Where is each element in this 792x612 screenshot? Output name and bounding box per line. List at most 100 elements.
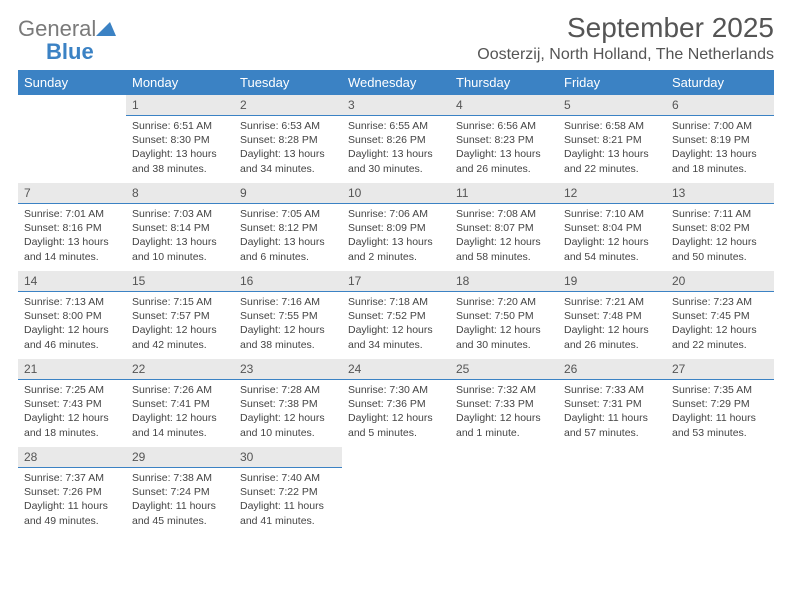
day-content: Sunrise: 7:13 AMSunset: 8:00 PMDaylight:… xyxy=(18,292,126,358)
day-content: Sunrise: 6:53 AMSunset: 8:28 PMDaylight:… xyxy=(234,116,342,182)
day-content: Sunrise: 7:06 AMSunset: 8:09 PMDaylight:… xyxy=(342,204,450,270)
day-number: 28 xyxy=(18,447,126,468)
calendar-cell: 19Sunrise: 7:21 AMSunset: 7:48 PMDayligh… xyxy=(558,271,666,359)
calendar-cell: 3Sunrise: 6:55 AMSunset: 8:26 PMDaylight… xyxy=(342,95,450,183)
day-content: Sunrise: 7:37 AMSunset: 7:26 PMDaylight:… xyxy=(18,468,126,534)
day-number: 24 xyxy=(342,359,450,380)
location-subtitle: Oosterzij, North Holland, The Netherland… xyxy=(477,46,774,64)
day-content: Sunrise: 7:16 AMSunset: 7:55 PMDaylight:… xyxy=(234,292,342,358)
day-content: Sunrise: 7:18 AMSunset: 7:52 PMDaylight:… xyxy=(342,292,450,358)
logo: General Blue xyxy=(18,12,116,64)
page-title: September 2025 xyxy=(477,12,774,44)
day-content: Sunrise: 7:30 AMSunset: 7:36 PMDaylight:… xyxy=(342,380,450,446)
calendar-cell: 24Sunrise: 7:30 AMSunset: 7:36 PMDayligh… xyxy=(342,359,450,447)
calendar-cell: 10Sunrise: 7:06 AMSunset: 8:09 PMDayligh… xyxy=(342,183,450,271)
day-content: Sunrise: 7:32 AMSunset: 7:33 PMDaylight:… xyxy=(450,380,558,446)
calendar-cell: 30Sunrise: 7:40 AMSunset: 7:22 PMDayligh… xyxy=(234,447,342,535)
day-number: 18 xyxy=(450,271,558,292)
day-content: Sunrise: 7:23 AMSunset: 7:45 PMDaylight:… xyxy=(666,292,774,358)
calendar-cell: 11Sunrise: 7:08 AMSunset: 8:07 PMDayligh… xyxy=(450,183,558,271)
day-content: Sunrise: 7:00 AMSunset: 8:19 PMDaylight:… xyxy=(666,116,774,182)
day-content: Sunrise: 7:08 AMSunset: 8:07 PMDaylight:… xyxy=(450,204,558,270)
day-number: 2 xyxy=(234,95,342,116)
day-number: 30 xyxy=(234,447,342,468)
calendar-cell: 17Sunrise: 7:18 AMSunset: 7:52 PMDayligh… xyxy=(342,271,450,359)
day-number: 1 xyxy=(126,95,234,116)
day-number: 21 xyxy=(18,359,126,380)
day-content: Sunrise: 7:03 AMSunset: 8:14 PMDaylight:… xyxy=(126,204,234,270)
day-content: Sunrise: 7:10 AMSunset: 8:04 PMDaylight:… xyxy=(558,204,666,270)
day-number: 5 xyxy=(558,95,666,116)
day-content: Sunrise: 7:40 AMSunset: 7:22 PMDaylight:… xyxy=(234,468,342,534)
calendar-cell xyxy=(558,447,666,535)
calendar-cell: 6Sunrise: 7:00 AMSunset: 8:19 PMDaylight… xyxy=(666,95,774,183)
calendar-cell: 21Sunrise: 7:25 AMSunset: 7:43 PMDayligh… xyxy=(18,359,126,447)
calendar-cell xyxy=(666,447,774,535)
day-content: Sunrise: 7:25 AMSunset: 7:43 PMDaylight:… xyxy=(18,380,126,446)
calendar-cell: 2Sunrise: 6:53 AMSunset: 8:28 PMDaylight… xyxy=(234,95,342,183)
day-content: Sunrise: 6:56 AMSunset: 8:23 PMDaylight:… xyxy=(450,116,558,182)
day-content: Sunrise: 6:55 AMSunset: 8:26 PMDaylight:… xyxy=(342,116,450,182)
calendar-cell: 14Sunrise: 7:13 AMSunset: 8:00 PMDayligh… xyxy=(18,271,126,359)
header: General Blue September 2025 Oosterzij, N… xyxy=(18,12,774,64)
day-number: 13 xyxy=(666,183,774,204)
calendar-header-row: SundayMondayTuesdayWednesdayThursdayFrid… xyxy=(18,70,774,95)
calendar-cell xyxy=(18,95,126,183)
day-content: Sunrise: 7:38 AMSunset: 7:24 PMDaylight:… xyxy=(126,468,234,534)
logo-text-general: General xyxy=(18,16,96,41)
weekday-header: Friday xyxy=(558,70,666,95)
day-content: Sunrise: 6:51 AMSunset: 8:30 PMDaylight:… xyxy=(126,116,234,182)
day-number: 7 xyxy=(18,183,126,204)
weekday-header: Thursday xyxy=(450,70,558,95)
day-number: 10 xyxy=(342,183,450,204)
day-number: 25 xyxy=(450,359,558,380)
weekday-header: Tuesday xyxy=(234,70,342,95)
day-number: 8 xyxy=(126,183,234,204)
day-content: Sunrise: 7:05 AMSunset: 8:12 PMDaylight:… xyxy=(234,204,342,270)
day-content: Sunrise: 7:26 AMSunset: 7:41 PMDaylight:… xyxy=(126,380,234,446)
calendar-cell: 29Sunrise: 7:38 AMSunset: 7:24 PMDayligh… xyxy=(126,447,234,535)
calendar-body: 1Sunrise: 6:51 AMSunset: 8:30 PMDaylight… xyxy=(18,95,774,535)
calendar-cell xyxy=(342,447,450,535)
day-number: 19 xyxy=(558,271,666,292)
day-content: Sunrise: 7:35 AMSunset: 7:29 PMDaylight:… xyxy=(666,380,774,446)
day-number: 17 xyxy=(342,271,450,292)
day-number: 9 xyxy=(234,183,342,204)
day-content: Sunrise: 7:33 AMSunset: 7:31 PMDaylight:… xyxy=(558,380,666,446)
calendar-table: SundayMondayTuesdayWednesdayThursdayFrid… xyxy=(18,70,774,535)
day-content: Sunrise: 7:20 AMSunset: 7:50 PMDaylight:… xyxy=(450,292,558,358)
day-content: Sunrise: 7:21 AMSunset: 7:48 PMDaylight:… xyxy=(558,292,666,358)
day-number: 15 xyxy=(126,271,234,292)
calendar-cell: 12Sunrise: 7:10 AMSunset: 8:04 PMDayligh… xyxy=(558,183,666,271)
logo-triangle-icon xyxy=(96,20,116,41)
day-content: Sunrise: 7:15 AMSunset: 7:57 PMDaylight:… xyxy=(126,292,234,358)
day-number: 22 xyxy=(126,359,234,380)
weekday-header: Saturday xyxy=(666,70,774,95)
title-block: September 2025 Oosterzij, North Holland,… xyxy=(477,12,774,64)
calendar-cell: 20Sunrise: 7:23 AMSunset: 7:45 PMDayligh… xyxy=(666,271,774,359)
calendar-cell: 18Sunrise: 7:20 AMSunset: 7:50 PMDayligh… xyxy=(450,271,558,359)
day-number: 11 xyxy=(450,183,558,204)
day-number: 20 xyxy=(666,271,774,292)
day-content: Sunrise: 6:58 AMSunset: 8:21 PMDaylight:… xyxy=(558,116,666,182)
day-number: 29 xyxy=(126,447,234,468)
day-number: 16 xyxy=(234,271,342,292)
day-number: 4 xyxy=(450,95,558,116)
calendar-cell: 22Sunrise: 7:26 AMSunset: 7:41 PMDayligh… xyxy=(126,359,234,447)
calendar-cell: 15Sunrise: 7:15 AMSunset: 7:57 PMDayligh… xyxy=(126,271,234,359)
calendar-cell: 9Sunrise: 7:05 AMSunset: 8:12 PMDaylight… xyxy=(234,183,342,271)
weekday-header: Sunday xyxy=(18,70,126,95)
calendar-cell: 23Sunrise: 7:28 AMSunset: 7:38 PMDayligh… xyxy=(234,359,342,447)
calendar-cell: 25Sunrise: 7:32 AMSunset: 7:33 PMDayligh… xyxy=(450,359,558,447)
day-content: Sunrise: 7:01 AMSunset: 8:16 PMDaylight:… xyxy=(18,204,126,270)
day-number: 23 xyxy=(234,359,342,380)
calendar-cell: 4Sunrise: 6:56 AMSunset: 8:23 PMDaylight… xyxy=(450,95,558,183)
calendar-cell: 7Sunrise: 7:01 AMSunset: 8:16 PMDaylight… xyxy=(18,183,126,271)
calendar-cell: 27Sunrise: 7:35 AMSunset: 7:29 PMDayligh… xyxy=(666,359,774,447)
weekday-header: Monday xyxy=(126,70,234,95)
day-number: 12 xyxy=(558,183,666,204)
calendar-cell xyxy=(450,447,558,535)
calendar-cell: 8Sunrise: 7:03 AMSunset: 8:14 PMDaylight… xyxy=(126,183,234,271)
calendar-cell: 28Sunrise: 7:37 AMSunset: 7:26 PMDayligh… xyxy=(18,447,126,535)
day-number: 14 xyxy=(18,271,126,292)
